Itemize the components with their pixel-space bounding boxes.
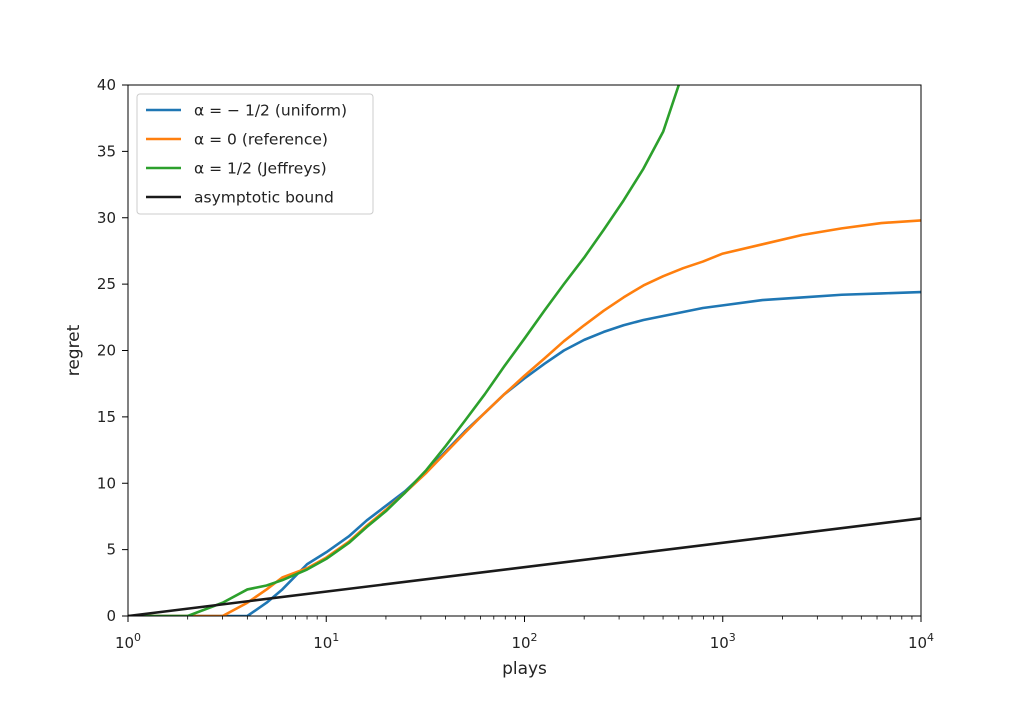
x-tick-exponent: 2 <box>531 631 538 644</box>
legend-label-1: α = 0 (reference) <box>194 131 328 149</box>
x-tick-base: 10 <box>710 634 729 652</box>
x-tick-label: 102 <box>511 631 537 652</box>
series-line-3 <box>128 517 921 616</box>
y-tick-label: 35 <box>97 142 116 160</box>
y-tick-label: 30 <box>97 209 116 227</box>
legend-label-0: α = − 1/2 (uniform) <box>194 102 347 120</box>
x-tick-label: 100 <box>115 631 141 652</box>
y-tick-label: 40 <box>97 76 116 94</box>
x-tick-label: 103 <box>710 631 736 652</box>
y-tick-label: 20 <box>97 342 116 360</box>
x-tick-exponent: 3 <box>729 631 736 644</box>
legend: α = − 1/2 (uniform) α = 0 (reference) α = … <box>136 93 374 215</box>
y-tick-label: 0 <box>106 607 116 625</box>
x-tick-base: 10 <box>115 634 134 652</box>
x-tick-base: 10 <box>313 634 332 652</box>
x-tick-label: 101 <box>313 631 339 652</box>
legend-box <box>136 93 374 215</box>
x-tick-exponent: 1 <box>332 631 339 644</box>
x-tick-base: 10 <box>908 634 927 652</box>
series-line-1 <box>128 219 921 616</box>
x-axis-ticks: 100 101 102 103 104 <box>115 616 934 652</box>
legend-label-3: asymptotic bound <box>194 189 334 207</box>
x-axis-label: plays <box>502 659 547 679</box>
x-tick-label: 104 <box>908 631 934 652</box>
plot-lines <box>128 85 921 616</box>
x-tick-base: 10 <box>511 634 530 652</box>
y-axis-ticks: 0 5 10 15 20 25 30 35 40 <box>97 76 128 625</box>
series-line-2 <box>128 85 681 616</box>
y-tick-label: 15 <box>97 408 116 426</box>
y-tick-label: 25 <box>97 275 116 293</box>
y-tick-label: 5 <box>106 541 116 559</box>
y-axis-label: regret <box>64 324 84 376</box>
y-tick-label: 10 <box>97 474 116 492</box>
legend-label-2: α = 1/2 (Jeffreys) <box>194 160 327 178</box>
x-tick-exponent: 0 <box>134 631 141 644</box>
x-tick-exponent: 4 <box>927 631 934 644</box>
